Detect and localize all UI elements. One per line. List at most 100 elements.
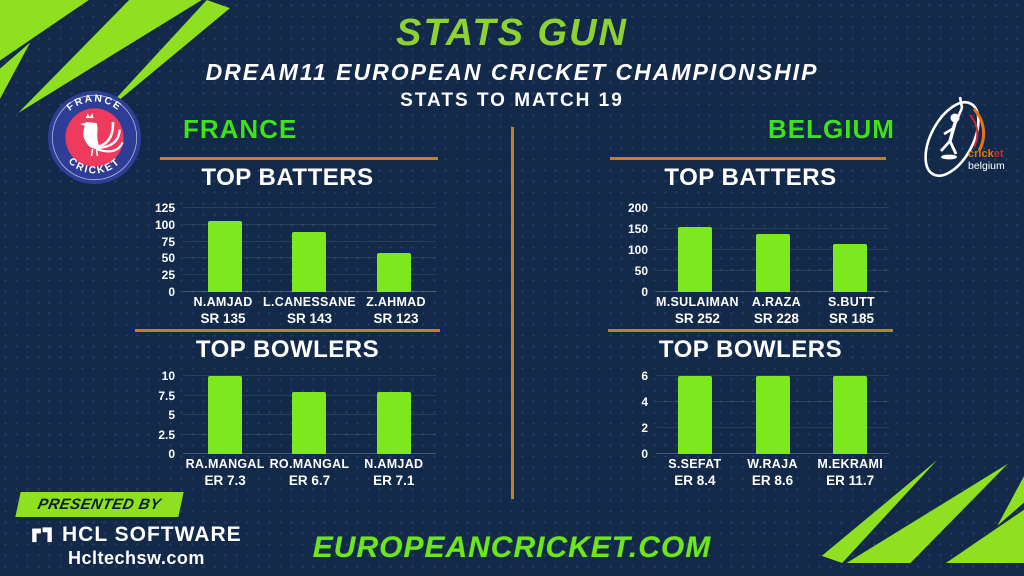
category-slot: W.RAJA ER 8.6 — [734, 457, 812, 488]
corner-slash-decoration-bottom-right — [821, 460, 1024, 563]
player-name: A.RAZA — [751, 295, 801, 309]
player-name: RO.MANGAL — [269, 457, 350, 471]
belgium-top-batters-chart: 0 50 100 150 200 M.SULAIMAN SR 252 A.RAZA SR 228… — [608, 201, 893, 326]
y-axis-tick-label: 0 — [168, 285, 175, 299]
presented-by-badge: PRESENTED BY — [15, 492, 184, 517]
plot-area: 0 2.5 5 7.5 10 — [135, 369, 440, 461]
player-stat: SR 228 — [753, 311, 799, 326]
plot-area: 0 50 100 150 200 — [608, 201, 893, 299]
france-cricket-logo: FRANCE CRICKET — [47, 90, 142, 185]
bar-slot — [183, 221, 267, 292]
logo-orange-arc — [972, 107, 986, 152]
y-axis-tick-label: 150 — [627, 222, 648, 236]
bar-slot — [656, 376, 734, 454]
europeancricket-website: EUROPEANCRICKET.COM — [312, 531, 712, 564]
category-labels-row: S.SEFAT ER 8.4 W.RAJA ER 8.6 M.EKRAMI ER 11.7 — [656, 457, 889, 488]
category-labels-row: N.AMJAD SR 135 L.CANESSANE SR 143 Z.AHMAD SR … — [183, 295, 436, 326]
category-slot: RO.MANGAL ER 6.7 — [267, 457, 351, 488]
y-axis-tick-label: 50 — [634, 264, 648, 278]
bar-slot — [183, 376, 267, 454]
player-stat: ER 8.6 — [751, 473, 794, 488]
hcl-logo-icon — [32, 527, 52, 543]
y-axis-tick-label: 0 — [641, 447, 648, 461]
plot-area: 0 25 50 75 100 125 — [135, 201, 440, 299]
belgium-team-heading: BELGIUM — [768, 114, 895, 144]
bars-row — [656, 376, 889, 454]
bar-slot — [352, 253, 436, 292]
gridline — [656, 375, 889, 376]
belgium-batters-title: TOP BATTERS — [664, 164, 837, 191]
rooster-icon — [79, 113, 124, 157]
belgium-logo-line2: belgium — [968, 160, 1005, 172]
france-column: FRANCE TOP BATTERS 0 25 50 75 100 125 N.AMJAD S… — [135, 112, 440, 504]
svg-text:cricket: cricket — [968, 148, 1004, 160]
y-axis-tick-label: 6 — [641, 369, 648, 383]
bars-row — [183, 376, 436, 454]
bar-slot — [811, 243, 889, 292]
player-stat: ER 7.3 — [204, 473, 246, 488]
player-name: RA.MANGAL — [185, 457, 265, 471]
bar-a.raza — [755, 234, 790, 292]
belgium-top-bowlers-chart: 0 2 4 6 S.SEFAT ER 8.4 W.RAJA ER 8.6 M.EKRAMI ER … — [608, 369, 893, 488]
gridline — [183, 207, 436, 208]
y-axis-tick-label: 5 — [168, 408, 175, 422]
france-heading-underline — [160, 157, 438, 160]
bar-n.amjad — [376, 391, 411, 454]
player-stat: SR 252 — [674, 311, 720, 326]
y-axis-tick-label: 0 — [168, 447, 175, 461]
bars-row — [656, 208, 889, 292]
bar-slot — [734, 376, 812, 454]
match-line: STATS TO MATCH 19 — [400, 90, 624, 111]
bar-slot — [267, 391, 351, 454]
y-axis-tick-label: 100 — [627, 243, 648, 257]
bar-m.ekrami — [833, 376, 868, 454]
category-slot: S.BUTT SR 185 — [814, 295, 889, 326]
category-slot: Z.AHMAD SR 123 — [356, 295, 436, 326]
y-axis-tick-label: 75 — [161, 234, 175, 249]
player-name: N.AMJAD — [193, 295, 253, 309]
y-axis-tick-label: 100 — [154, 217, 175, 232]
y-axis-tick-label: 125 — [154, 201, 175, 215]
category-slot: N.AMJAD SR 135 — [183, 295, 263, 326]
category-slot: RA.MANGAL ER 7.3 — [183, 457, 267, 488]
y-axis-tick-label: 200 — [627, 201, 648, 215]
bar-s.butt — [833, 243, 868, 292]
belgium-logo-word-part1: crick — [968, 148, 995, 160]
player-name: W.RAJA — [747, 457, 798, 471]
category-labels-row: M.SULAIMAN SR 252 A.RAZA SR 228 S.BUTT SR 185 — [656, 295, 889, 326]
bowler-icon — [939, 96, 964, 160]
y-axis-tick-label: 2 — [641, 421, 648, 435]
presented-by-label: PRESENTED BY — [36, 496, 163, 513]
gridline — [656, 207, 889, 208]
category-slot: L.CANESSANE SR 143 — [263, 295, 356, 326]
category-slot: M.EKRAMI ER 11.7 — [811, 457, 889, 488]
player-stat: ER 11.7 — [826, 473, 875, 488]
belgium-column: BELGIUM TOP BATTERS 0 50 100 150 200 M.SULAIM… — [608, 112, 895, 504]
belgium-section-divider — [608, 329, 893, 332]
player-stat: ER 7.1 — [373, 473, 415, 488]
player-stat: ER 6.7 — [288, 473, 331, 488]
y-axis-tick-label: 7.5 — [158, 388, 175, 403]
france-top-batters-chart: 0 25 50 75 100 125 N.AMJAD SR 135 L.CANESSANE SR … — [135, 201, 440, 326]
sponsor-website: Hcltechsw.com — [68, 548, 205, 568]
player-stat: SR 143 — [286, 311, 333, 326]
y-axis-tick-label: 10 — [161, 369, 175, 383]
player-name: M.SULAIMAN — [656, 295, 739, 309]
france-batters-title: TOP BATTERS — [201, 164, 374, 191]
bar-w.raja — [755, 376, 790, 454]
player-stat: SR 123 — [373, 311, 419, 326]
bar-ro.mangal — [292, 391, 327, 454]
bar-slot — [352, 391, 436, 454]
y-axis-tick-label: 50 — [161, 251, 175, 266]
tournament-subtitle: DREAM11 EUROPEAN CRICKET CHAMPIONSHIP — [205, 59, 819, 85]
sponsor-name: HCL SOFTWARE — [62, 523, 242, 546]
france-section-divider — [135, 329, 440, 332]
belgium-cricket-logo: cricket belgium — [924, 96, 1005, 177]
bar-ra.mangal — [208, 376, 243, 454]
player-name: N.AMJAD — [364, 457, 424, 471]
gridline — [183, 223, 436, 225]
bar-l.canessane — [292, 231, 327, 292]
gridline — [656, 228, 889, 229]
sponsor-row: HCL SOFTWARE — [30, 523, 242, 547]
player-name: S.SEFAT — [668, 457, 722, 471]
